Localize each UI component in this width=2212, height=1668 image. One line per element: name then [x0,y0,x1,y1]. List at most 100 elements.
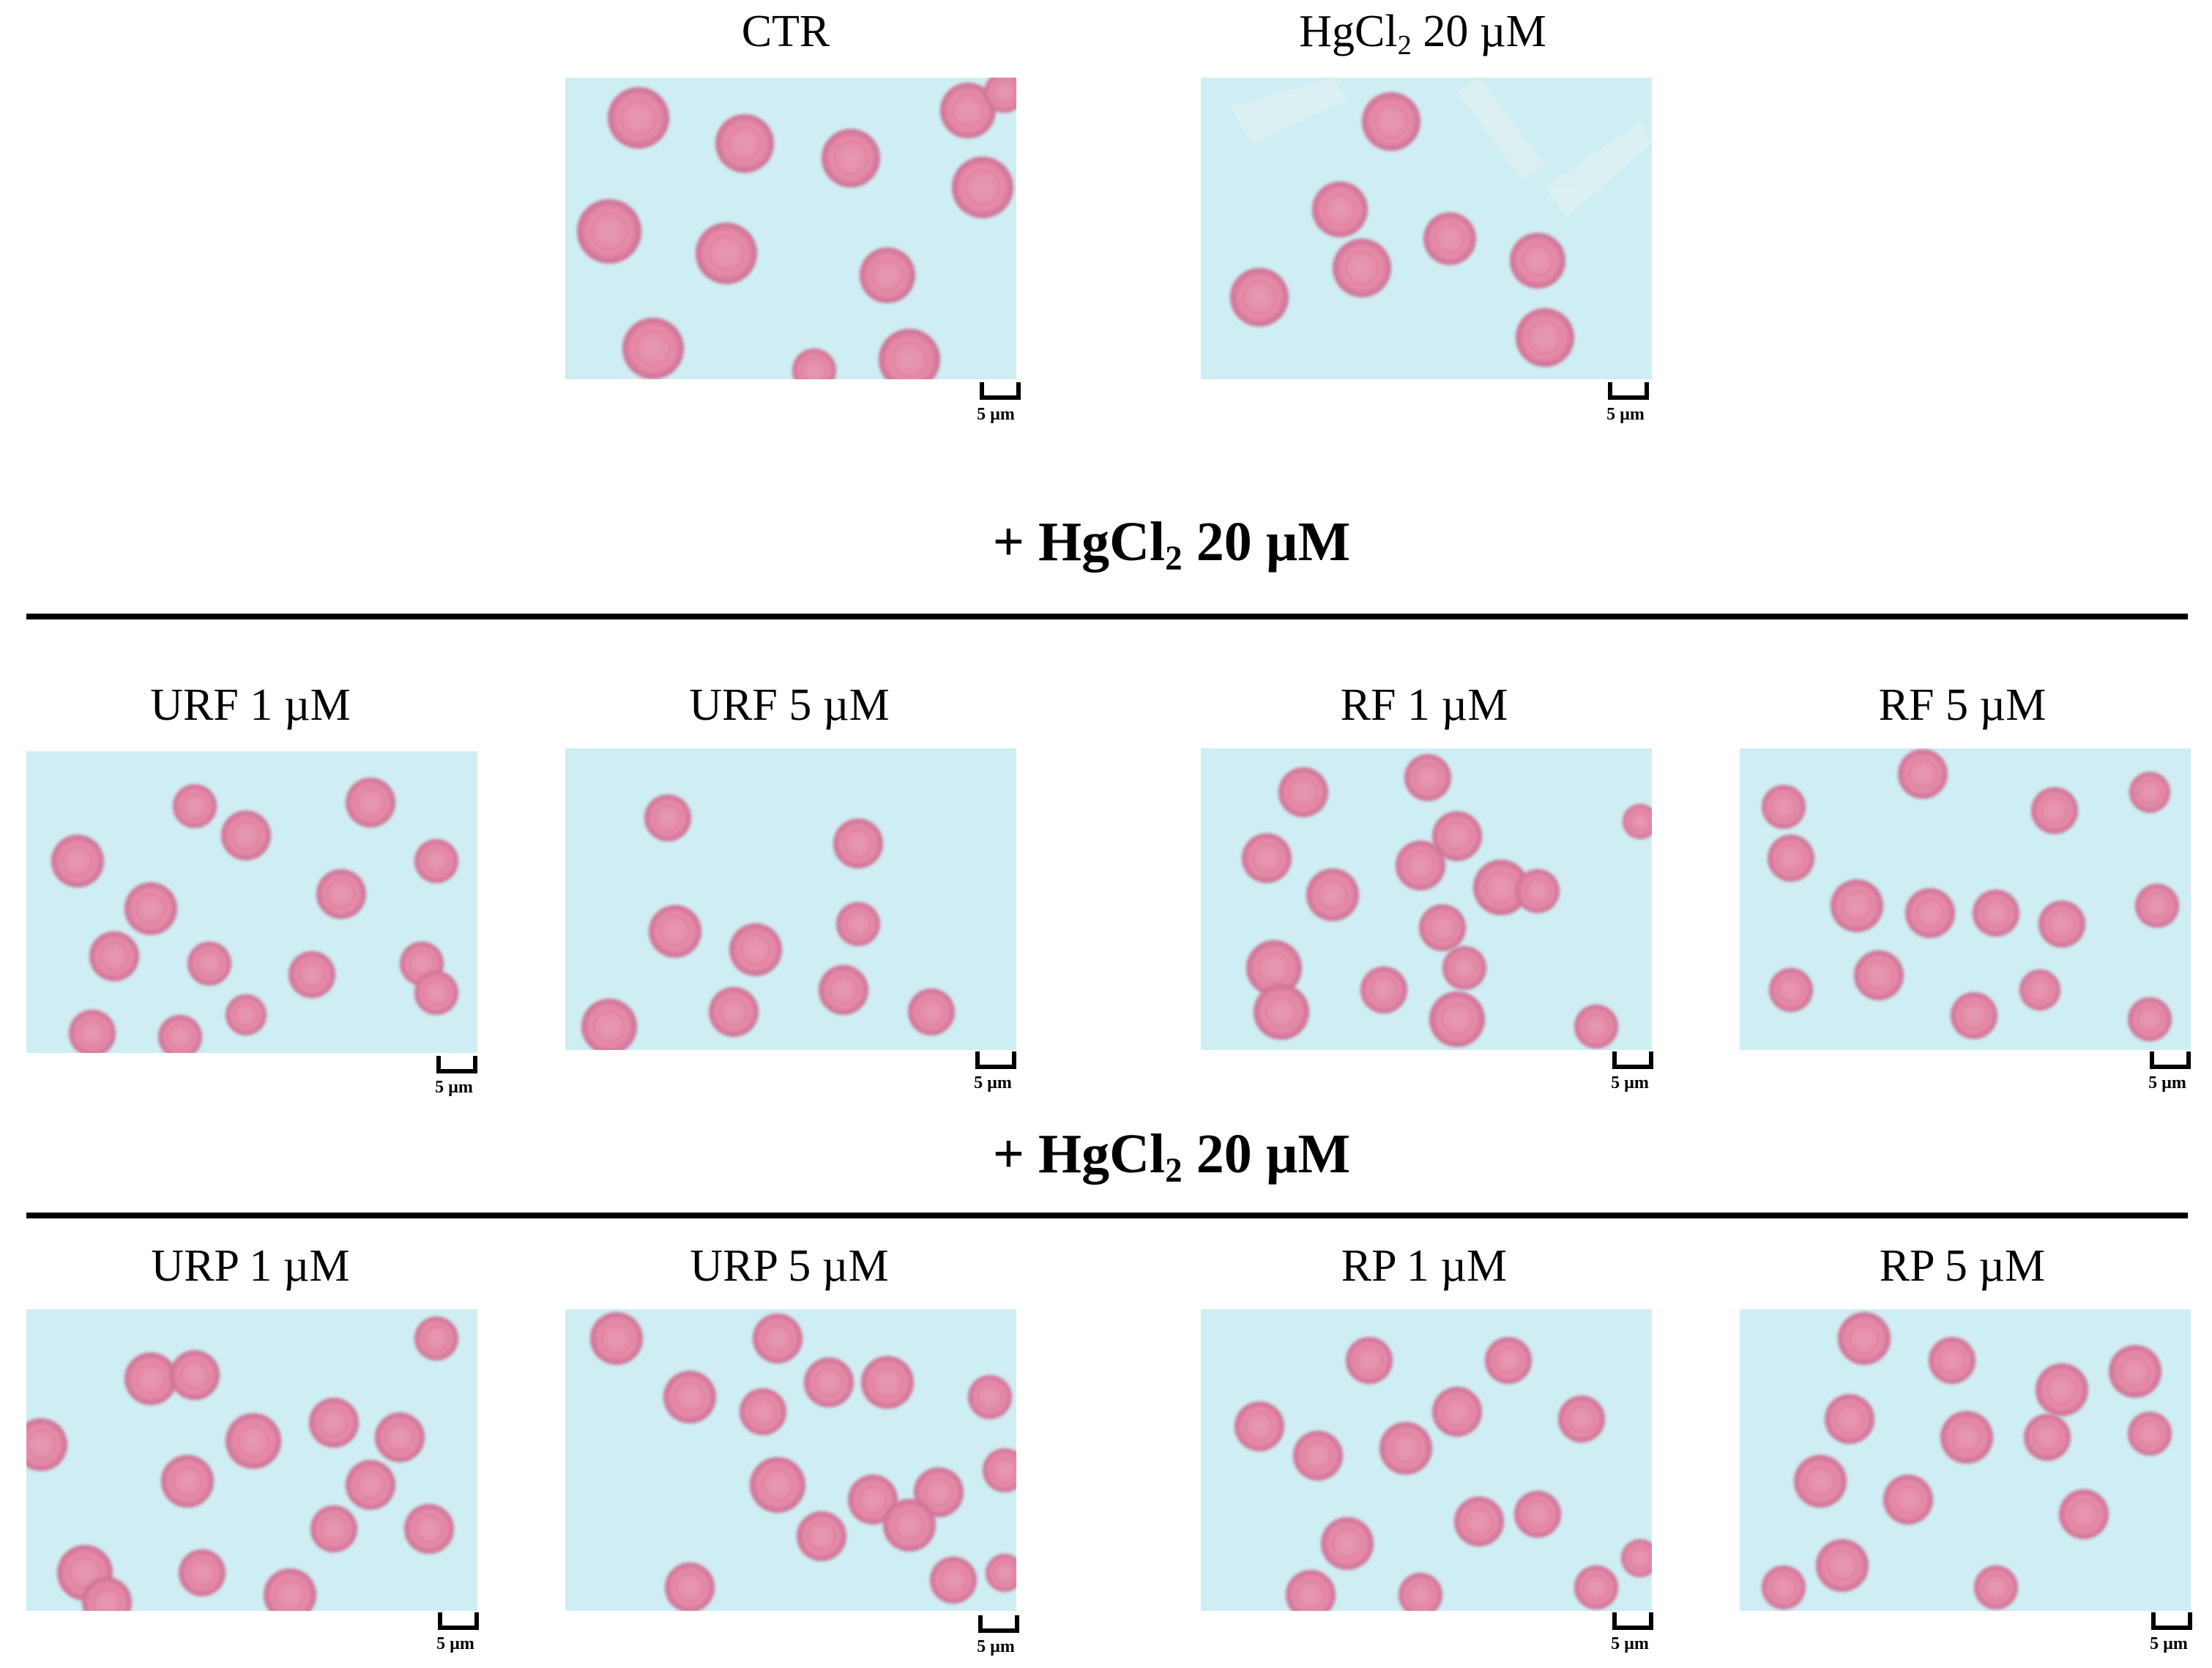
blood-cell-ring [135,1363,167,1395]
blood-cell-ring [1407,1582,1434,1608]
blood-cell-ring [1778,977,1804,1003]
blood-cell [89,931,139,981]
blood-cell [310,1505,357,1552]
blood-cell [1510,233,1565,288]
blood-cell [581,999,637,1050]
blood-cell [1306,868,1359,921]
blood-cell-ring [857,1484,888,1515]
blood-cell [1905,888,1955,938]
blood-cell [158,1015,202,1053]
blood-cell [82,1577,132,1611]
blood-cell [729,923,782,976]
blood-cell [1762,1565,1806,1609]
blood-cell-ring [762,1323,793,1354]
blood-cell [1514,1491,1561,1538]
blood-cell-ring [659,915,691,947]
micrograph-urp5 [565,1309,1016,1611]
blood-cell-ring [2040,796,2069,825]
blood-cell-ring [2137,1421,2163,1447]
micrograph-urf5 [565,748,1016,1050]
blood-cell-ring [1323,193,1357,226]
blood-cell [968,1375,1012,1419]
blood-cell [1379,1422,1432,1475]
blood-cell [1360,967,1407,1013]
blood-cell-ring [171,1465,204,1497]
blood-cell [124,1352,177,1405]
blood-cell-ring [740,934,772,966]
blood-cell-ring [1907,759,1938,789]
blood-cell [1254,984,1309,1040]
blood-cell-ring [993,1561,1016,1585]
blood-cell [170,1350,220,1400]
blood-cell [1442,946,1486,990]
blood-cell [1419,904,1466,951]
blood-cell-ring [1369,975,1399,1005]
blood-cell-ring [748,1397,778,1426]
scale-bar [978,1615,1019,1633]
blood-cell-ring [1841,890,1873,922]
blood-cell [663,1371,716,1423]
blood-cell [1473,860,1529,915]
scale-bar-label: 5 µm [974,1073,1012,1092]
blood-cell-ring [355,1470,386,1500]
micrograph-rp5 [1740,1309,2191,1611]
blood-cell [1362,92,1420,151]
blood-cell [1762,785,1806,829]
blood-cell [161,1455,214,1508]
panel-label-urf1: URF 1 µM [150,680,351,730]
blood-cell [404,1504,454,1554]
blood-cell [1768,835,1814,882]
blood-cell-ring [234,1002,258,1027]
blood-cell [1794,1455,1847,1508]
blood-cell [715,114,774,173]
blood-cell [644,794,691,841]
blood-cell-ring [1288,777,1319,808]
blood-cell [930,1557,977,1604]
blood-cell [1816,1539,1869,1592]
blood-cell [819,965,868,1015]
panel-label-ctr: CTR [741,7,830,56]
blood-cell-ring [1863,960,1894,991]
blood-cell-ring [1494,1346,1523,1375]
blood-cell-ring [590,212,628,250]
blood-cell [1432,811,1482,861]
blood-cell-ring [871,258,904,292]
blood-cell-ring [414,1514,444,1544]
scale-bar-label: 5 µm [2150,1634,2188,1653]
blood-cell-ring [653,803,682,833]
blood-cell [1769,968,1813,1012]
blood-cell-ring [1834,1404,1865,1434]
blood-cell-ring [893,1509,926,1541]
blood-cell [414,971,458,1015]
micrograph-image [581,794,955,1050]
blood-cell-ring [78,1019,107,1048]
scale-bar-label: 5 µm [977,1637,1015,1656]
blood-cell [1293,1431,1343,1481]
blood-cell [1242,833,1292,883]
blood-cell [1346,1337,1393,1384]
scale-bar-label: 5 µm [2148,1073,2186,1092]
blood-cell-ring [951,94,985,127]
blood-cell-ring [68,1556,102,1590]
blood-cell-ring [1442,821,1472,852]
scale-bar [2150,1051,2191,1069]
blood-cell [1432,1387,1482,1437]
blood-cell [2109,1345,2161,1398]
blood-cell [608,87,669,149]
blood-cell [221,811,271,860]
blood-cell [1825,1394,1874,1444]
micrograph-image [1230,78,1652,367]
blood-cell-ring [423,848,450,874]
blood-cell [1246,940,1302,996]
blood-cell [1516,869,1560,913]
blood-cell [1558,1396,1605,1442]
scale-bar-label: 5 µm [1611,1073,1649,1092]
blood-cell-ring [2137,780,2162,805]
blood-cell [848,1475,898,1524]
blood-cell [346,778,395,827]
blood-cell [316,869,366,919]
blood-cell [264,1568,316,1611]
blood-cell [288,951,335,998]
scale-bar-label: 5 µm [435,1078,473,1097]
blood-cell-ring [62,845,94,877]
